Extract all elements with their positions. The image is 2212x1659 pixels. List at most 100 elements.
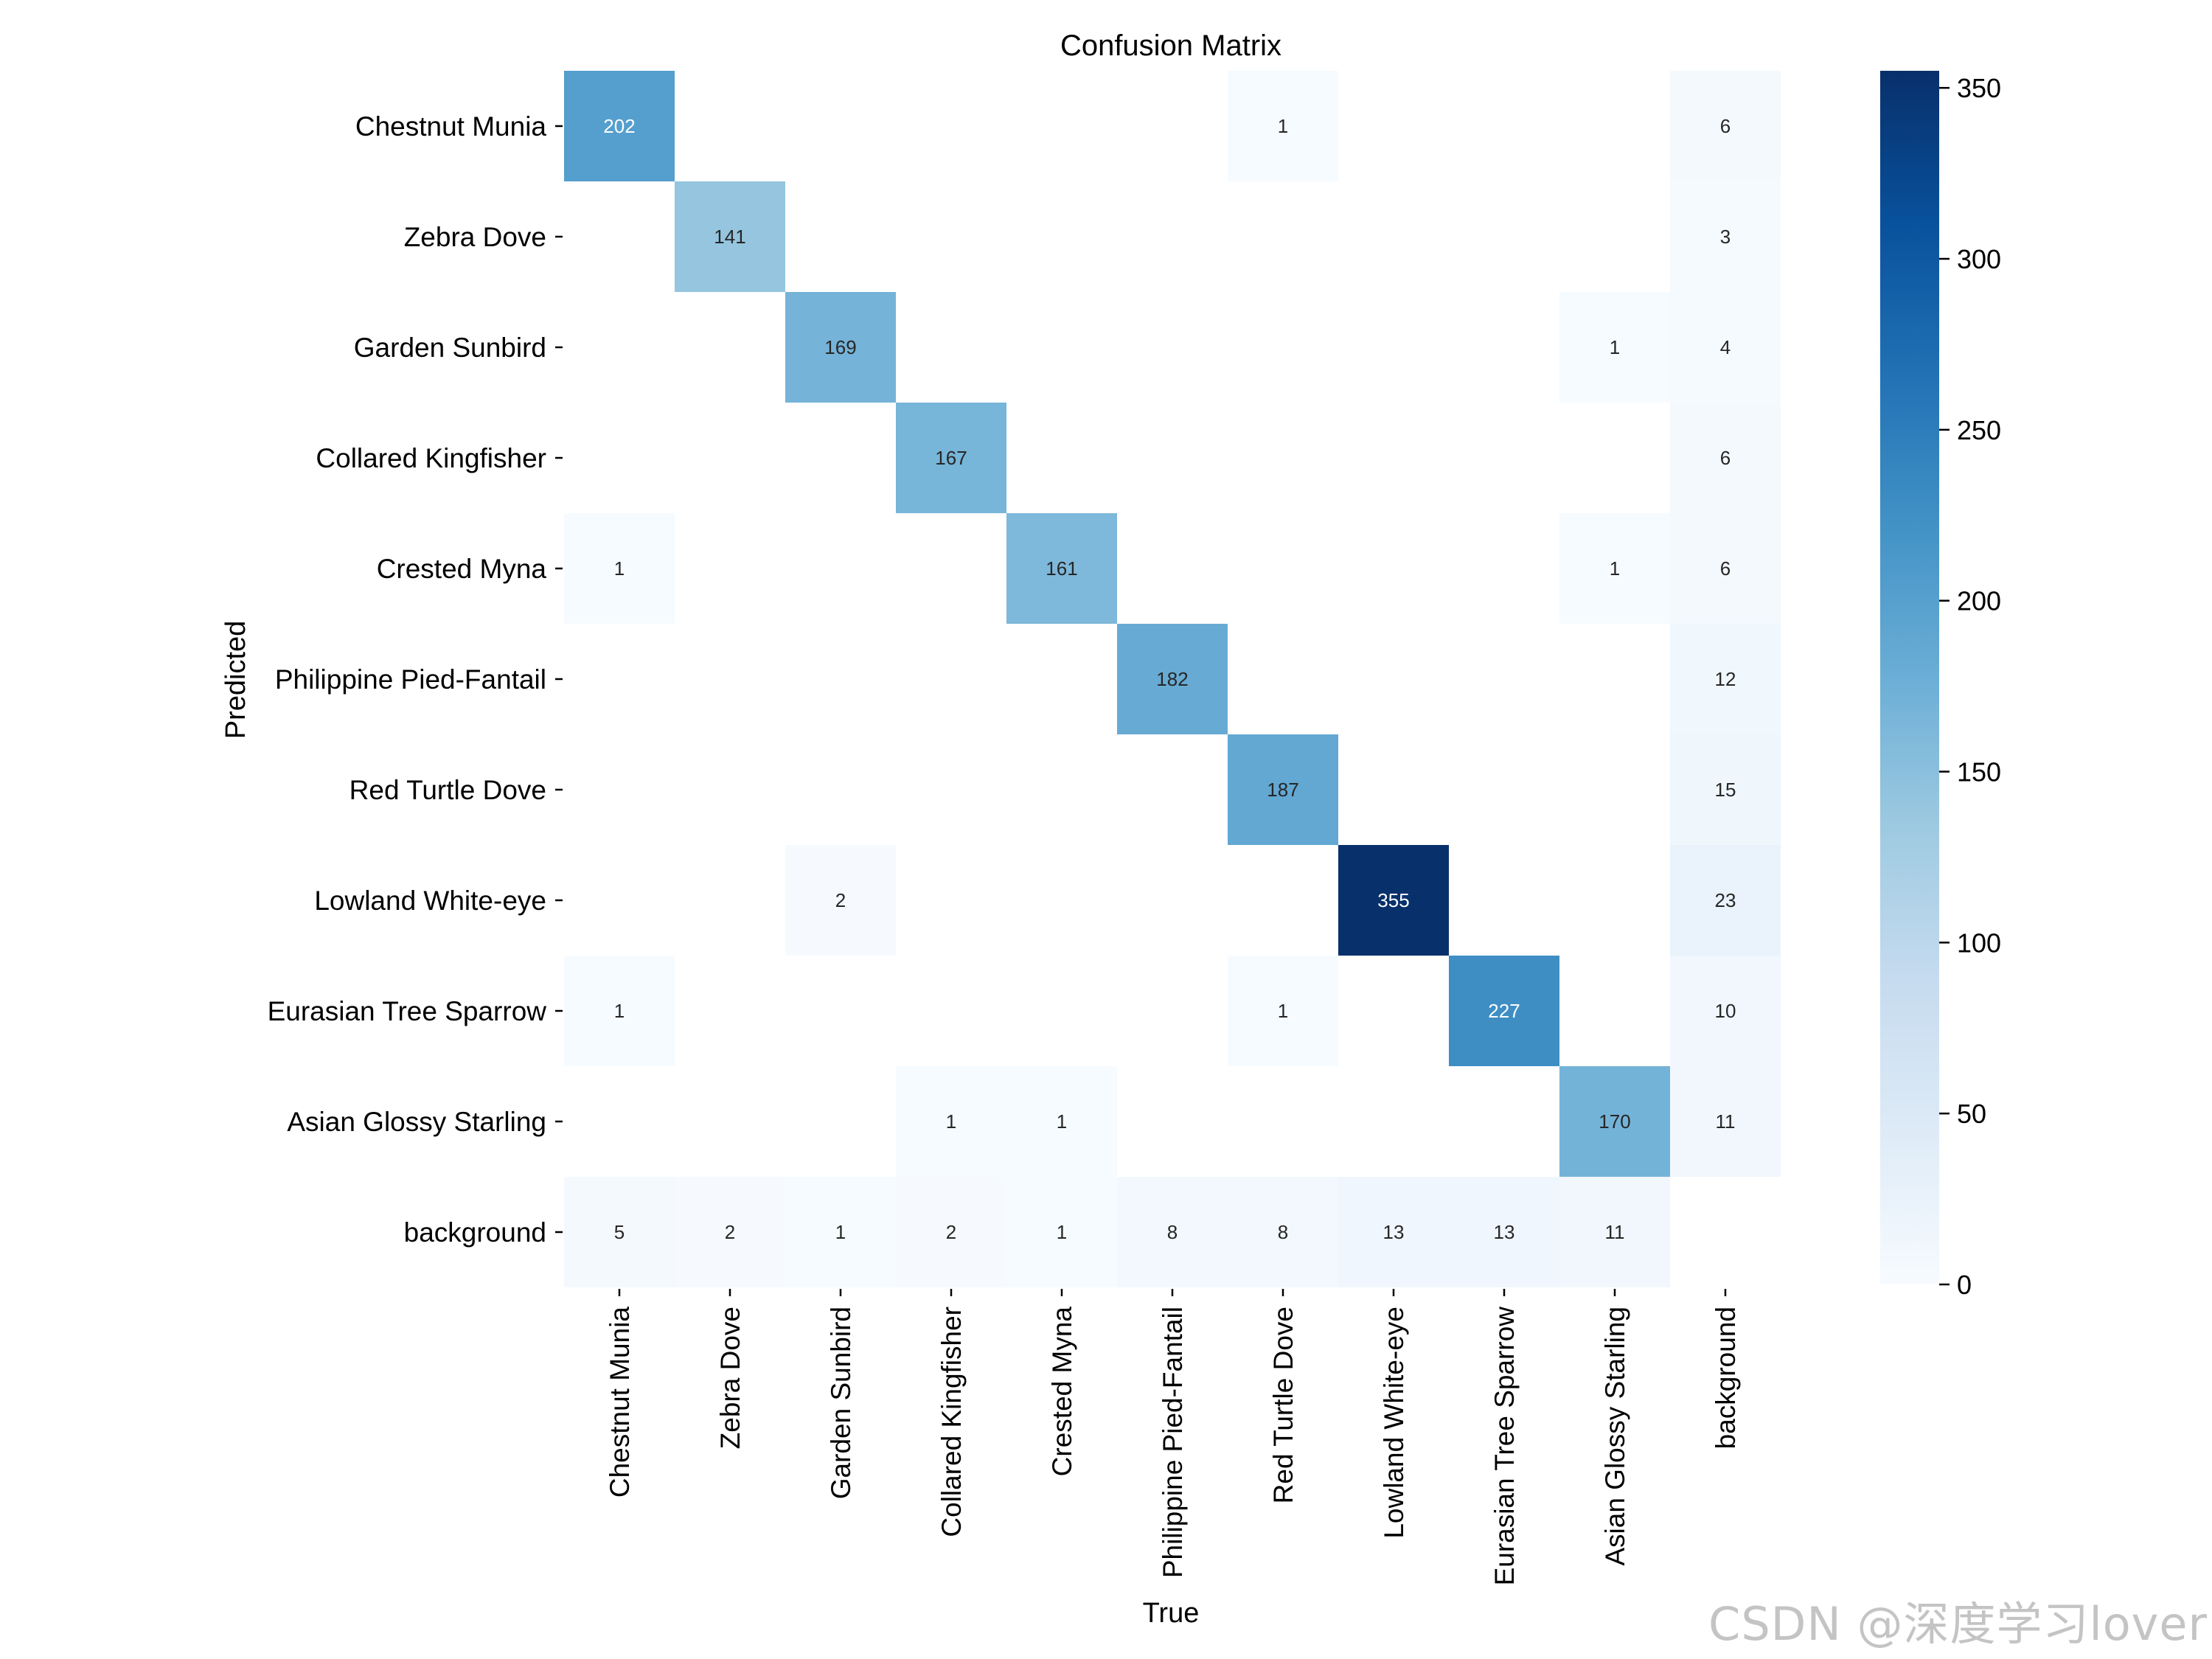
heatmap-cell-r10-c4 xyxy=(1006,1177,1117,1287)
heatmap-cell-r1-c1 xyxy=(675,181,785,292)
cell-value-label: 8 xyxy=(1278,1221,1288,1243)
heatmap-cell-r4-c10 xyxy=(1670,513,1781,624)
y-tick-label-eurasian-tree-sparrow: Eurasian Tree Sparrow xyxy=(268,996,547,1026)
cell-value-label: 5 xyxy=(614,1221,625,1243)
colorbar-tick-label: 150 xyxy=(1957,757,2001,787)
cell-value-label: 170 xyxy=(1599,1110,1630,1133)
colorbar-tick-label: 300 xyxy=(1957,244,2001,274)
cell-value-label: 2 xyxy=(946,1221,956,1243)
cell-value-label: 6 xyxy=(1720,115,1731,137)
heatmap-cell-r10-c0 xyxy=(564,1177,675,1287)
y-tick-label-crested-myna: Crested Myna xyxy=(377,554,547,584)
cell-value-label: 1 xyxy=(1610,336,1620,358)
colorbar-tick-label: 350 xyxy=(1957,73,2001,103)
x-tick-label-crested-myna: Crested Myna xyxy=(1047,1307,1077,1477)
cell-value-label: 4 xyxy=(1720,336,1731,358)
heatmap-cell-r4-c0 xyxy=(564,513,675,624)
cell-value-label: 12 xyxy=(1715,668,1736,690)
cell-value-label: 2 xyxy=(725,1221,735,1243)
heatmap-cell-r9-c9 xyxy=(1559,1066,1670,1177)
heatmap-cell-r1-c10 xyxy=(1670,181,1781,292)
heatmap-cell-r7-c10 xyxy=(1670,845,1781,956)
heatmap-cell-r10-c2 xyxy=(785,1177,896,1287)
cell-value-label: 23 xyxy=(1715,889,1736,911)
x-tick-label-garden-sunbird: Garden Sunbird xyxy=(826,1307,856,1499)
colorbar: 0 50 100 150 200 250 300 350 xyxy=(1880,71,2001,1300)
x-tick-label-zebra-dove: Zebra Dove xyxy=(715,1307,745,1449)
y-tick-label-chestnut-munia: Chestnut Munia xyxy=(355,111,547,142)
heatmap-cell-r10-c5 xyxy=(1117,1177,1228,1287)
cell-value-label: 8 xyxy=(1167,1221,1178,1243)
heatmap-cell-r10-c1 xyxy=(675,1177,785,1287)
cell-value-label: 6 xyxy=(1720,447,1731,469)
heatmap-cell-r8-c10 xyxy=(1670,956,1781,1066)
heatmap-cell-r10-c3 xyxy=(896,1177,1006,1287)
cell-value-label: 13 xyxy=(1494,1221,1515,1243)
cell-value-label: 1 xyxy=(1610,557,1620,580)
colorbar-tick-label: 0 xyxy=(1957,1270,1972,1300)
colorbar-tick-label: 250 xyxy=(1957,415,2001,445)
x-axis-ticks: Chestnut Munia Zebra Dove Garden Sunbird Co… xyxy=(605,1289,1741,1585)
heatmap-cell-r3-c10 xyxy=(1670,403,1781,513)
cell-value-label: 11 xyxy=(1605,1221,1625,1243)
cell-value-label: 355 xyxy=(1377,889,1409,911)
heatmap-cell-r2-c10 xyxy=(1670,292,1781,403)
cell-value-label: 15 xyxy=(1715,779,1736,801)
heatmap-cell-r3-c3 xyxy=(896,403,1006,513)
cell-value-label: 227 xyxy=(1488,1000,1520,1022)
cell-value-label: 167 xyxy=(935,447,967,469)
heatmap-cell-r5-c5 xyxy=(1117,624,1228,734)
heatmap-cell-r10-c7 xyxy=(1338,1177,1449,1287)
cell-value-label: 1 xyxy=(614,1000,625,1022)
y-tick-label-zebra-dove: Zebra Dove xyxy=(404,222,546,252)
y-axis-ticks: Chestnut Munia Zebra Dove Garden Sunbird Co… xyxy=(268,111,563,1248)
cell-value-label: 3 xyxy=(1720,226,1731,248)
heatmap-cell-r9-c3 xyxy=(896,1066,1006,1177)
cell-value-label: 2 xyxy=(835,889,846,911)
x-tick-label-chestnut-munia: Chestnut Munia xyxy=(605,1307,635,1498)
heatmap-cell-r8-c0 xyxy=(564,956,675,1066)
heatmap-cell-r7-c7 xyxy=(1338,845,1449,956)
x-tick-label-eurasian-tree-sparrow: Eurasian Tree Sparrow xyxy=(1489,1307,1520,1586)
colorbar-gradient xyxy=(1880,71,1939,1284)
colorbar-tick-label: 200 xyxy=(1957,586,2001,616)
x-tick-label-collared-kingfisher: Collared Kingfisher xyxy=(936,1307,967,1537)
cell-value-label: 1 xyxy=(614,557,625,580)
y-tick-label-collared-kingfisher: Collared Kingfisher xyxy=(316,443,546,473)
heatmap-cell-r7-c2 xyxy=(785,845,896,956)
colorbar-tick-label: 50 xyxy=(1957,1099,1986,1129)
cell-value-label: 1 xyxy=(946,1110,956,1133)
heatmap-cell-r8-c8 xyxy=(1449,956,1559,1066)
cell-value-label: 141 xyxy=(714,226,745,248)
heatmap-cell-r8-c6 xyxy=(1228,956,1338,1066)
heatmap-cell-r10-c8 xyxy=(1449,1177,1559,1287)
x-tick-label-lowland-white-eye: Lowland White-eye xyxy=(1379,1307,1409,1539)
y-tick-label-garden-sunbird: Garden Sunbird xyxy=(354,333,546,363)
cell-value-label: 169 xyxy=(824,336,856,358)
x-axis-label: True xyxy=(1143,1598,1200,1629)
heatmap-cell-r0-c10 xyxy=(1670,71,1781,181)
heatmap-cell-r0-c6 xyxy=(1228,71,1338,181)
heatmap-cell-r2-c2 xyxy=(785,292,896,403)
y-tick-label-philippine-pied-fantail: Philippine Pied-Fantail xyxy=(275,664,546,695)
heatmap-cell-r4-c9 xyxy=(1559,513,1670,624)
heatmap-cell-r0-c0 xyxy=(564,71,675,181)
cell-value-label: 1 xyxy=(1278,115,1288,137)
x-tick-label-philippine-pied-fantail: Philippine Pied-Fantail xyxy=(1158,1307,1188,1578)
cell-value-label: 1 xyxy=(1057,1221,1067,1243)
cell-value-label: 1 xyxy=(835,1221,846,1243)
cell-value-label: 182 xyxy=(1156,668,1188,690)
heatmap-cell-r2-c9 xyxy=(1559,292,1670,403)
y-tick-label-asian-glossy-starling: Asian Glossy Starling xyxy=(287,1107,546,1137)
cell-value-label: 202 xyxy=(603,115,635,137)
y-tick-label-background: background xyxy=(404,1217,546,1248)
cell-value-label: 1 xyxy=(1057,1110,1067,1133)
heatmap-cell-r9-c10 xyxy=(1670,1066,1781,1177)
x-tick-label-asian-glossy-starling: Asian Glossy Starling xyxy=(1600,1307,1630,1566)
heatmap-cell-r6-c6 xyxy=(1228,734,1338,845)
cell-value-label: 13 xyxy=(1383,1221,1405,1243)
cell-value-label: 11 xyxy=(1716,1110,1736,1133)
